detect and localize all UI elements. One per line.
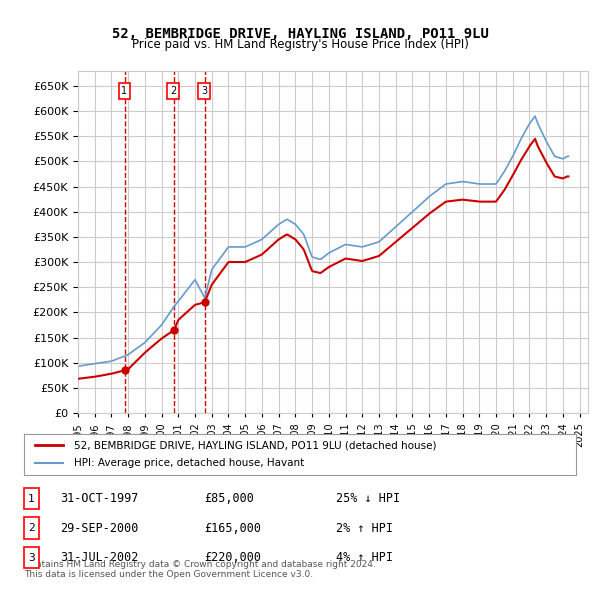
Text: 31-OCT-1997: 31-OCT-1997 xyxy=(60,492,139,505)
Text: £220,000: £220,000 xyxy=(204,551,261,564)
Text: £85,000: £85,000 xyxy=(204,492,254,505)
Text: 3: 3 xyxy=(201,86,207,96)
Text: 2: 2 xyxy=(28,523,35,533)
Text: £165,000: £165,000 xyxy=(204,522,261,535)
Text: 3: 3 xyxy=(28,553,35,562)
Text: 2: 2 xyxy=(170,86,176,96)
Text: 25% ↓ HPI: 25% ↓ HPI xyxy=(336,492,400,505)
Text: Contains HM Land Registry data © Crown copyright and database right 2024.
This d: Contains HM Land Registry data © Crown c… xyxy=(24,560,376,579)
Text: 29-SEP-2000: 29-SEP-2000 xyxy=(60,522,139,535)
Text: 52, BEMBRIDGE DRIVE, HAYLING ISLAND, PO11 9LU (detached house): 52, BEMBRIDGE DRIVE, HAYLING ISLAND, PO1… xyxy=(74,440,436,450)
Text: 31-JUL-2002: 31-JUL-2002 xyxy=(60,551,139,564)
Text: 2% ↑ HPI: 2% ↑ HPI xyxy=(336,522,393,535)
Text: Price paid vs. HM Land Registry's House Price Index (HPI): Price paid vs. HM Land Registry's House … xyxy=(131,38,469,51)
Text: 4% ↑ HPI: 4% ↑ HPI xyxy=(336,551,393,564)
Text: 52, BEMBRIDGE DRIVE, HAYLING ISLAND, PO11 9LU: 52, BEMBRIDGE DRIVE, HAYLING ISLAND, PO1… xyxy=(112,27,488,41)
Text: 1: 1 xyxy=(28,494,35,503)
Text: 1: 1 xyxy=(121,86,128,96)
Text: HPI: Average price, detached house, Havant: HPI: Average price, detached house, Hava… xyxy=(74,458,304,468)
